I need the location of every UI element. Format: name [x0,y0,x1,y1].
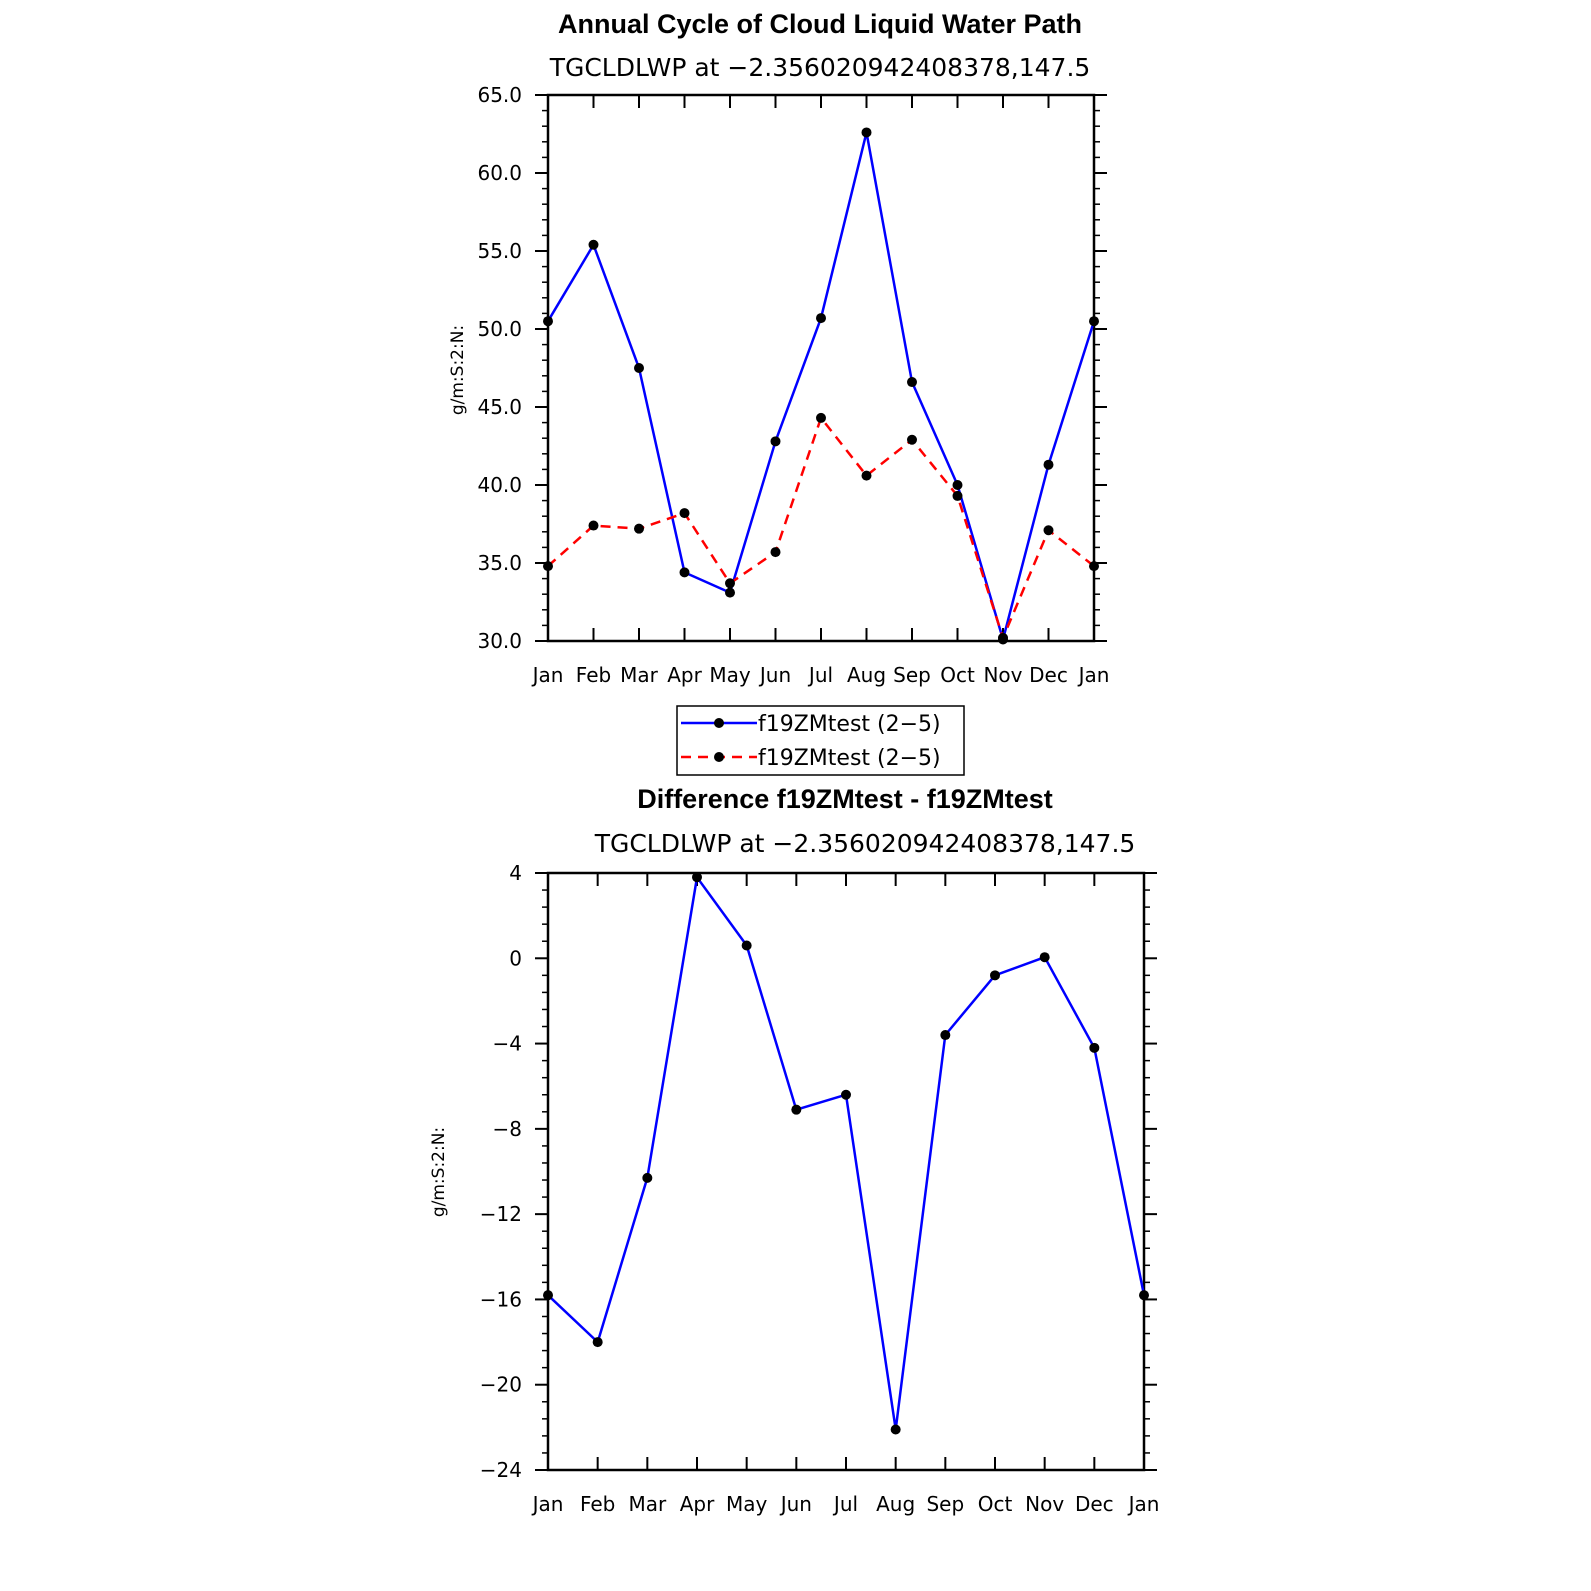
x-tick-label: Jun [779,1492,812,1516]
x-tick-label: Sep [893,663,931,687]
x-tick-label: Mar [620,663,659,687]
y-tick-label: 65.0 [477,83,522,107]
y-tick-label: −20 [480,1373,522,1397]
data-point [592,1337,603,1348]
x-tick-label: Jul [807,663,833,687]
x-tick-label: Oct [940,663,975,687]
data-point [791,1104,802,1115]
data-point [1089,1042,1100,1053]
y-tick-label: −16 [480,1287,522,1311]
data-point [1089,316,1099,327]
y-tick-label: 50.0 [477,317,522,341]
legend-label-2: f19ZMtest (2−5) [758,746,941,771]
data-point [725,578,735,589]
data-point [841,1089,851,1100]
data-point [634,363,644,373]
y-tick-label: −24 [480,1458,522,1482]
y-tick-label: 55.0 [477,239,522,263]
data-point [725,587,735,598]
x-tick-label: Jan [531,1492,564,1516]
y-tick-label: 0 [509,946,522,970]
data-point [1089,561,1099,572]
data-point [543,316,553,327]
x-tick-label: Jul [832,1492,858,1516]
data-point [679,508,690,519]
data-point [816,412,826,423]
y-tick-label: −8 [493,1117,522,1141]
data-point [861,127,872,138]
data-point [1043,459,1054,470]
x-tick-label: Aug [876,1492,915,1516]
y-tick-label: −12 [480,1202,522,1226]
data-point [1139,1290,1149,1301]
data-point [890,1424,901,1435]
y-axis-label: g/m:S:2:N: [429,1127,449,1217]
x-tick-label: Nov [983,663,1022,687]
x-tick-label: Nov [1025,1492,1064,1516]
data-point [952,490,963,501]
x-tick-label: May [709,663,751,687]
x-tick-label: Apr [680,1492,715,1516]
x-tick-label: Mar [628,1492,667,1516]
x-tick-label: Aug [847,663,886,687]
legend-box [676,705,965,776]
x-tick-label: May [726,1492,768,1516]
data-point [998,632,1008,643]
difference-chart: Difference f19ZMtest - f19ZMtest TGCLDLW… [429,784,1159,1516]
y-tick-label: 30.0 [477,629,522,653]
x-tick-label: Dec [1075,1492,1114,1516]
y-tick-label: 35.0 [477,551,522,575]
data-point [1039,952,1050,963]
chart-subtitle: TGCLDLWP at −2.356020942408378,147.5 [549,53,1091,82]
data-point [907,434,917,445]
y-tick-label: 40.0 [477,473,522,497]
x-tick-label: Feb [576,663,611,687]
x-tick-label: Oct [978,1492,1013,1516]
data-point [1043,525,1054,536]
data-point [990,970,1000,981]
x-tick-label: Jan [531,663,564,687]
legend-label-1: f19ZMtest (2−5) [758,712,941,737]
y-tick-label: 60.0 [477,161,522,185]
chart-title: Annual Cycle of Cloud Liquid Water Path [558,9,1082,39]
legend-marker-red [714,752,724,762]
y-tick-label: 4 [509,861,522,885]
data-point [692,872,702,883]
legend: f19ZMtest (2−5) f19ZMtest (2−5) [676,705,965,776]
chart-subtitle: TGCLDLWP at −2.356020942408378,147.5 [594,829,1136,858]
data-point [543,1290,553,1301]
chart-title: Difference f19ZMtest - f19ZMtest [637,784,1053,814]
annual-cycle-chart: Annual Cycle of Cloud Liquid Water Path … [448,9,1110,776]
y-tick-label: 45.0 [477,395,522,419]
data-point [642,1172,653,1183]
x-tick-label: Feb [580,1492,615,1516]
data-point [952,480,963,490]
data-point [770,436,781,447]
y-axis-label: g/m:S:2:N: [448,325,468,415]
legend-marker-blue [714,718,724,728]
data-point [679,567,690,578]
data-point [543,561,553,572]
y-tick-label: −4 [493,1032,522,1056]
x-tick-label: Apr [667,663,702,687]
data-point [770,547,781,558]
data-point [588,239,599,250]
data-point [741,940,752,951]
data-point [634,523,644,534]
data-point [940,1030,951,1041]
x-tick-label: Dec [1029,663,1068,687]
x-tick-label: Jun [758,663,791,687]
data-point [907,377,917,388]
data-point [588,520,599,531]
x-tick-label: Jan [1077,663,1110,687]
data-point [861,470,872,481]
data-point [816,313,826,324]
x-tick-label: Jan [1127,1492,1160,1516]
x-tick-label: Sep [926,1492,964,1516]
